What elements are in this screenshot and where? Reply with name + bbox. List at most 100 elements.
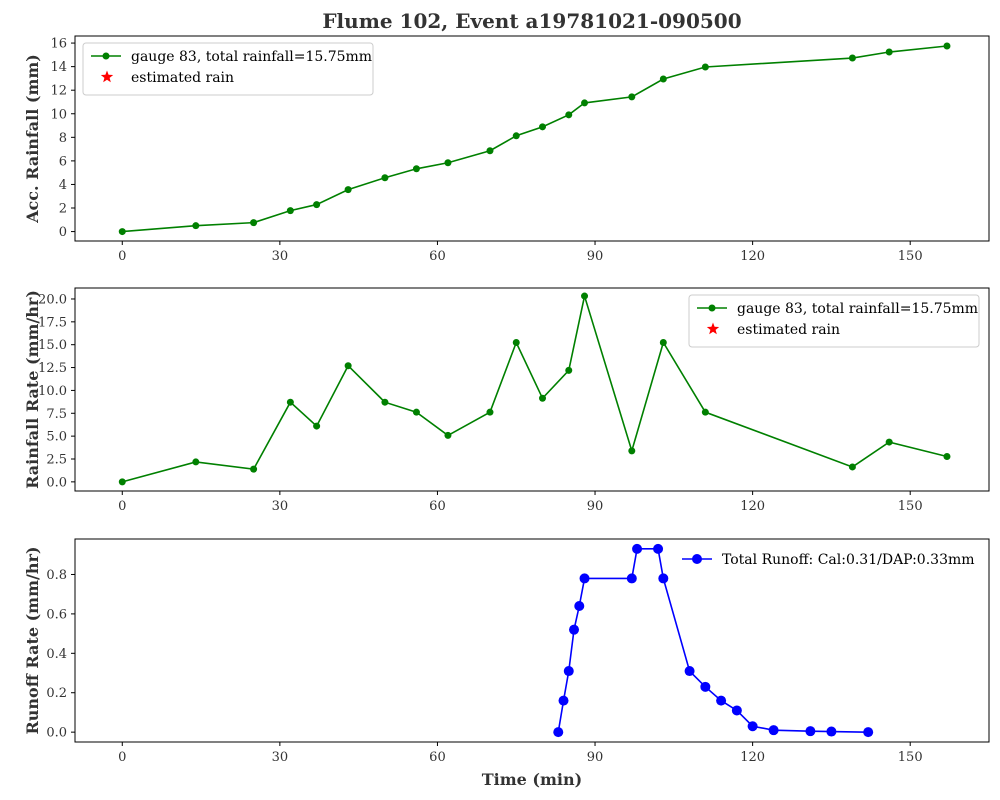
y-tick-label: 12.5 — [38, 361, 67, 376]
data-point — [344, 186, 352, 194]
y-tick-label: 0.0 — [46, 726, 67, 741]
data-point — [563, 666, 574, 677]
panel-1: 0 30 60 90 120 150 0 2 4 6 8 10 12 14 16 Acc. Rainfall … — [23, 35, 990, 264]
series-line — [122, 45, 948, 233]
x-tick-label: 0 — [118, 750, 126, 765]
data-point — [701, 408, 709, 416]
data-point — [381, 398, 389, 406]
legend: gauge 83, total rainfall=15.75mm estimate… — [82, 42, 374, 96]
y-tick-label: 15.0 — [38, 338, 67, 353]
y-tick-label: 16 — [50, 37, 67, 52]
x-tick-label: 60 — [429, 249, 446, 264]
panel-2: 0 30 60 90 120 150 0.0 2.5 5.0 7.5 10.0 12.5 15.0 17.… — [23, 287, 990, 514]
data-point — [539, 123, 547, 131]
x-tick-label: 120 — [740, 499, 765, 514]
data-point — [444, 159, 452, 167]
x-tick-label: 90 — [587, 750, 604, 765]
data-point — [943, 453, 951, 461]
data-point — [659, 338, 667, 346]
data-point — [848, 463, 856, 471]
figure-title: Flume 102, Event a19781021-090500 — [322, 9, 741, 33]
y-tick-label: 0.4 — [46, 647, 67, 662]
data-point — [444, 431, 452, 439]
panel-3: 0 30 60 90 120 150 0.0 0.2 0.4 0.6 0.8 Runoff Rate … — [23, 538, 990, 789]
y-tick-label: 0.0 — [46, 475, 67, 490]
data-point — [118, 228, 126, 236]
data-point — [313, 422, 321, 430]
y-tick-label: 0.2 — [46, 686, 67, 701]
data-point — [943, 42, 951, 50]
y-tick-label: 12 — [50, 84, 67, 99]
data-point — [579, 573, 590, 584]
y-tick-label: 8 — [59, 131, 67, 146]
x-tick-label: 150 — [898, 499, 923, 514]
data-point — [848, 54, 856, 62]
y-tick-label: 0.8 — [46, 568, 67, 583]
data-point — [684, 666, 695, 677]
data-point — [553, 727, 564, 738]
series-1 — [118, 42, 951, 236]
legend-entry-label: gauge 83, total rainfall=15.75mm — [131, 49, 372, 65]
data-point — [569, 624, 580, 635]
data-point — [412, 408, 420, 416]
data-point — [731, 705, 742, 716]
legend-marker-star — [706, 322, 720, 335]
x-tick-label: 120 — [740, 750, 765, 765]
x-tick-label: 0 — [118, 499, 126, 514]
data-point — [628, 447, 636, 455]
data-point — [632, 543, 643, 554]
data-point — [628, 93, 636, 101]
y-tick-label: 2.5 — [46, 452, 67, 467]
y-tick-label: 10.0 — [38, 384, 67, 399]
legend-marker — [692, 554, 702, 564]
data-point — [768, 725, 779, 736]
data-point — [658, 573, 669, 584]
x-tick-label: 150 — [898, 750, 923, 765]
y-tick-label: 2 — [59, 202, 67, 217]
legend-entry-label: estimated rain — [131, 70, 234, 86]
data-point — [626, 573, 637, 584]
data-point — [558, 695, 569, 706]
data-point — [885, 438, 893, 446]
y-axis-label: Runoff Rate (mm/hr) — [23, 546, 42, 734]
data-point — [565, 366, 573, 374]
data-point — [747, 721, 758, 732]
y-tick-label: 0.6 — [46, 607, 67, 622]
x-tick-label: 0 — [118, 249, 126, 264]
data-point — [574, 601, 585, 612]
y-tick-label: 20.0 — [38, 292, 67, 307]
data-point — [344, 362, 352, 370]
legend-marker-star — [100, 70, 114, 83]
x-tick-label: 120 — [740, 249, 765, 264]
x-tick-label: 60 — [429, 499, 446, 514]
data-point — [539, 394, 547, 402]
legend-marker — [102, 52, 110, 60]
y-tick-label: 14 — [50, 60, 67, 75]
data-point — [565, 111, 573, 119]
series-1 — [118, 292, 951, 486]
data-point — [716, 695, 727, 706]
y-axis-label: Acc. Rainfall (mm) — [23, 54, 42, 224]
y-tick-label: 6 — [59, 154, 67, 169]
data-point — [250, 219, 258, 227]
x-tick-label: 30 — [272, 249, 289, 264]
y-tick-label: 7.5 — [46, 407, 67, 422]
x-tick-label: 90 — [587, 249, 604, 264]
legend-frame — [688, 294, 980, 348]
data-point — [805, 726, 816, 737]
legend: Total Runoff: Cal:0.31/DAP:0.33mm — [682, 552, 975, 568]
data-point — [581, 292, 589, 300]
data-point — [313, 201, 321, 209]
data-point — [581, 99, 589, 107]
data-point — [701, 63, 709, 71]
legend-marker — [708, 304, 716, 312]
data-point — [486, 147, 494, 155]
data-point — [118, 478, 126, 486]
data-point — [192, 222, 200, 230]
y-tick-label: 0 — [59, 225, 67, 240]
legend-entry-label: gauge 83, total rainfall=15.75mm — [737, 301, 978, 317]
data-point — [826, 726, 837, 737]
data-point — [512, 338, 520, 346]
x-axis-label: Time (min) — [482, 770, 582, 789]
legend: gauge 83, total rainfall=15.75mm estimate… — [688, 294, 980, 348]
